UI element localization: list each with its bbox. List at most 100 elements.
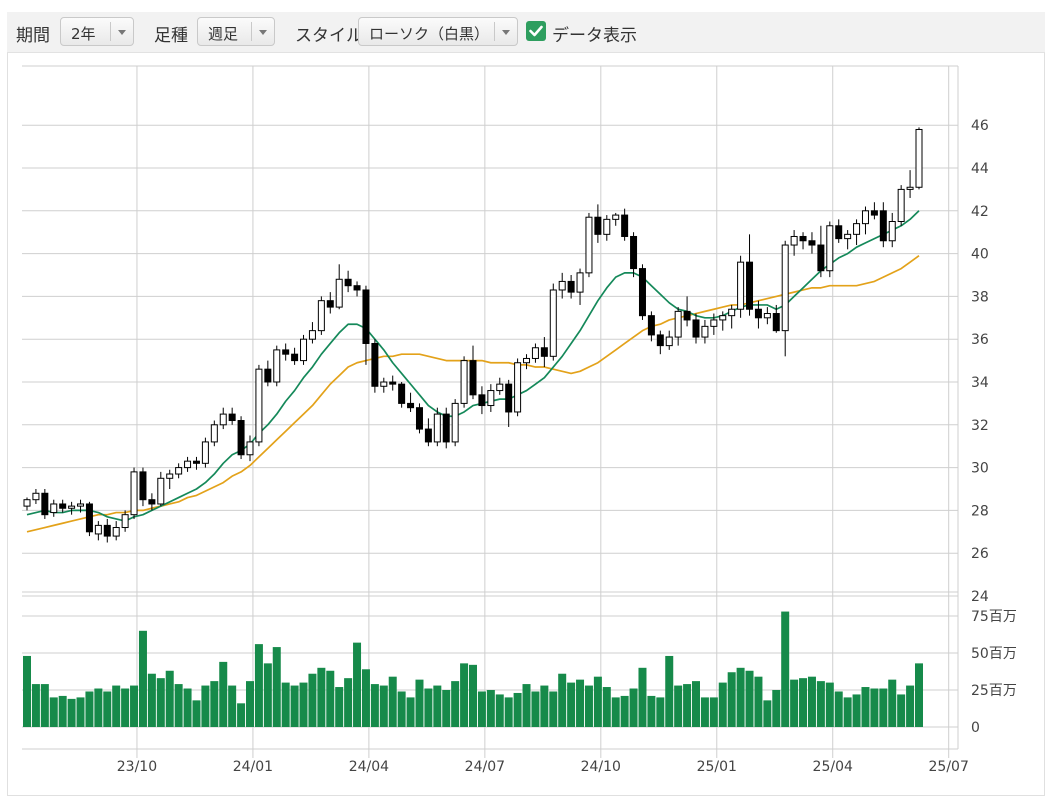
volume-bar [94,688,103,727]
volume-bar [558,673,567,727]
candle-up [121,514,129,529]
candle-up [210,424,218,443]
candle-down [799,235,807,242]
volume-bar [718,682,727,727]
period-select[interactable]: 2年 [60,17,134,46]
candle-down [540,347,548,357]
candle-down [362,289,370,344]
candle-down [442,413,450,443]
candle-down [148,499,156,505]
volume-tick-label: 75百万 [971,609,1017,625]
volume-bar [361,669,370,727]
volume-bar [281,682,290,727]
interval-select[interactable]: 週足 [197,17,275,46]
volume-bar [692,681,700,727]
candle-down [692,319,700,338]
moving-average-short-line [26,210,920,522]
candle-down [407,402,415,409]
volume-bar [834,691,843,727]
volume-bar [620,695,629,727]
candle-down [630,235,638,270]
period-label: 期間 [16,26,50,46]
candle-up [558,280,566,291]
volume-bar [406,697,415,727]
volume-bar [486,690,495,727]
volume-bar [174,684,183,727]
volume-bar [906,685,915,727]
candle-down [478,394,486,407]
candle-down [228,413,236,422]
x-tick-label: 24/01 [233,759,273,775]
volume-bar [326,670,335,727]
candle-up [674,310,682,338]
volume-tick-label: 0 [971,720,980,736]
chart-toolbar: 期間 2年 足種 週足 スタイル ローソク（白黒） データ表示 [7,12,1045,53]
volume-bar [219,661,228,727]
candle-down [59,503,67,509]
candle-up [612,214,620,220]
candle-down [594,216,602,235]
volume-bar [495,694,504,727]
volume-bar [201,685,210,727]
volume-bar [317,667,326,727]
volume-bar [825,682,834,727]
volume-bar [130,685,139,727]
candle-down [85,503,93,533]
style-select[interactable]: ローソク（白黒） [358,17,518,46]
candle-up [130,471,138,516]
candle-up [273,349,281,383]
volume-bar [611,697,620,727]
candle-up [23,499,31,507]
volume-bar [138,630,147,727]
x-tick-label: 24/07 [465,759,505,775]
volume-bar [709,697,718,727]
candle-down [638,268,646,317]
volume-bar [344,678,353,727]
candle-down [746,261,754,310]
candle-up [790,235,798,246]
candle-down [808,240,816,246]
volume-bar [781,611,790,727]
volume-bar [353,642,362,727]
style-label: スタイル [295,26,363,46]
volume-bar [576,679,585,727]
y-tick-label: 34 [971,375,989,391]
volume-bar [772,690,781,727]
candle-down [139,471,147,501]
x-tick-label: 24/04 [349,759,389,775]
grid [22,65,959,758]
candle-up [897,188,905,222]
candle-down [424,428,432,443]
candle-down [469,360,477,396]
candle-up [246,441,254,456]
candle-up [906,186,914,190]
show-data-checkbox[interactable] [526,21,546,41]
volume-bar [263,663,272,727]
interval-label: 足種 [154,26,188,46]
candle-down [656,334,664,347]
y-tick-label: 42 [971,204,989,220]
volume-bar [272,647,281,727]
candle-up [781,244,789,332]
volume-bar [879,688,888,727]
candle-down [192,460,200,464]
volume-bar [531,691,540,727]
volume-bar [700,697,709,727]
volume-bar [727,672,736,727]
candle-down [326,300,334,308]
period-select-value: 2年 [71,25,96,43]
candle-down [344,278,352,287]
candle-up [201,441,209,464]
volume-bar [897,694,906,727]
candle-up [719,315,727,321]
candle-up [603,218,611,235]
volume-bar [335,687,344,727]
volume-bar [647,695,656,727]
volume-bar [103,691,112,727]
candle-up [763,313,771,319]
candle-up [826,225,834,272]
volume-bar [629,688,638,727]
candle-up [50,503,58,514]
candle-up [166,473,174,479]
